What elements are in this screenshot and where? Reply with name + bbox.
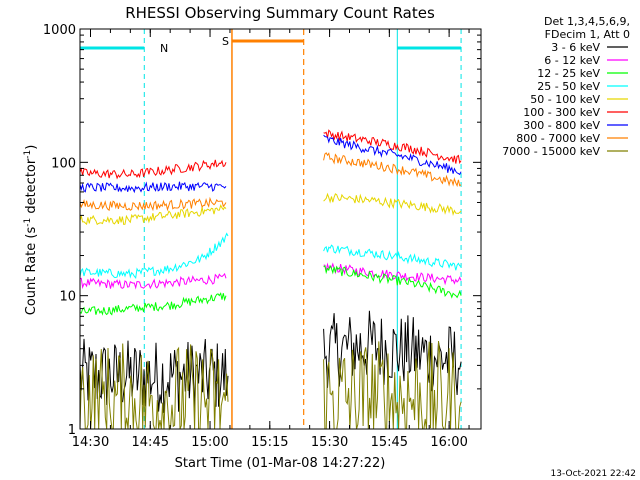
series-line [323, 134, 462, 176]
series-line [323, 340, 462, 430]
y-axis-label: Count Rate (s-1 detector-1) [23, 145, 39, 316]
y-tick-label: 10 [59, 290, 76, 305]
series-line [79, 204, 227, 226]
series-line [79, 232, 229, 279]
series-line [323, 262, 462, 286]
x-tick-label: 14:30 [72, 435, 109, 450]
x-tick-label: 15:00 [191, 435, 228, 450]
x-tick-label: 14:45 [132, 435, 169, 450]
series-line [79, 272, 227, 290]
legend-label: 100 - 300 keV [523, 106, 600, 119]
series-line [323, 192, 462, 216]
legend-label: 25 - 50 keV [537, 80, 600, 93]
legend-header-line-2: FDecim 1, Att 0 [545, 28, 630, 41]
timestamp: 13-Oct-2021 22:42 [551, 469, 636, 479]
series-group [79, 129, 462, 431]
x-tick-labels: 14:30 14:45 15:00 15:15 15:30 15:45 16:00 [72, 435, 468, 450]
series-line [79, 292, 227, 316]
x-tick-label: 15:30 [311, 435, 348, 450]
axis-ticks [80, 28, 481, 430]
legend-label: 12 - 25 keV [537, 67, 600, 80]
legend-label: 800 - 7000 keV [516, 132, 600, 145]
legend-label: 7000 - 15000 keV [502, 145, 600, 158]
series-line [79, 159, 227, 180]
legend-header-line-1: Det 1,3,4,5,6,9, [544, 15, 630, 28]
series-line [79, 343, 229, 431]
series-line [79, 181, 227, 194]
series-line [79, 196, 227, 212]
legend-label: 6 - 12 keV [544, 54, 600, 67]
legend-label: 300 - 800 keV [523, 119, 600, 132]
plot-frame [79, 28, 482, 430]
x-tick-label: 15:15 [251, 435, 288, 450]
series-line [323, 244, 462, 271]
x-tick-label: 16:00 [430, 435, 467, 450]
legend-label: 3 - 6 keV [551, 41, 600, 54]
x-axis-label: Start Time (01-Mar-08 14:27:22) [175, 456, 386, 471]
y-tick-labels: 1 10 100 1000 [43, 23, 76, 438]
series-line [323, 152, 462, 188]
x-tick-label: 15:45 [371, 435, 408, 450]
y-tick-label: 100 [51, 156, 76, 171]
legend: Det 1,3,4,5,6,9, FDecim 1, Att 0 3 - 6 k… [502, 15, 630, 158]
y-tick-label: 1000 [43, 23, 76, 38]
series-line [323, 129, 462, 165]
saa-label: S [222, 35, 229, 48]
chart-title: RHESSI Observing Summary Count Rates [125, 4, 435, 22]
series-line [323, 264, 462, 299]
legend-label: 50 - 100 keV [530, 93, 600, 106]
night-label: N [160, 42, 168, 55]
y-tick-label: 1 [68, 423, 76, 438]
